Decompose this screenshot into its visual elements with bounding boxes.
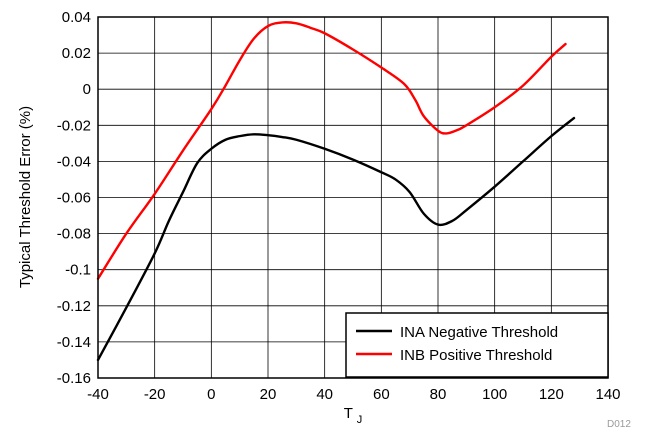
y-tick-label: 0 — [83, 81, 91, 98]
y-axis-title: Typical Threshold Error (%) — [17, 106, 34, 288]
y-tick-label: -0.16 — [57, 370, 91, 387]
x-tick-label: -20 — [144, 386, 166, 403]
y-tick-label: -0.02 — [57, 117, 91, 134]
x-tick-label: 100 — [482, 386, 507, 403]
x-tick-label: 0 — [207, 386, 215, 403]
legend-label-ina: INA Negative Threshold — [400, 324, 558, 341]
x-axis-title: T J — [344, 405, 363, 426]
x-tick-label: 20 — [260, 386, 277, 403]
tick-labels: -40 -20 0 20 40 60 80 100 120 140 0.04 0.02 0 -0.02 -0… — [57, 9, 621, 403]
y-tick-label: 0.02 — [62, 45, 91, 62]
plot-frame — [97, 16, 609, 379]
y-tick-label: 0.04 — [62, 9, 91, 26]
x-tick-label: 120 — [539, 386, 564, 403]
y-tick-label: -0.14 — [57, 334, 91, 351]
x-tick-label: -40 — [87, 386, 109, 403]
y-tick-label: -0.04 — [57, 153, 91, 170]
x-tick-label: 80 — [430, 386, 447, 403]
y-tick-label: -0.1 — [65, 262, 91, 279]
y-tick-label: -0.06 — [57, 190, 91, 207]
figure-code: D012 — [607, 419, 631, 430]
legend-label-inb: INB Positive Threshold — [400, 347, 552, 364]
x-tick-label: 140 — [595, 386, 620, 403]
legend: INA Negative Threshold INB Positive Thre… — [345, 312, 609, 378]
legend-box — [345, 312, 609, 378]
x-axis-title-subscript: J — [357, 414, 363, 426]
x-axis-title-main: T — [344, 405, 353, 422]
y-tick-label: -0.12 — [57, 298, 91, 315]
y-tick-label: -0.08 — [57, 226, 91, 243]
series-line-ina-negative-threshold — [96, 116, 576, 362]
series-line-inb-positive-threshold — [96, 21, 567, 280]
series-lines — [96, 21, 576, 362]
x-tick-label: 40 — [316, 386, 333, 403]
x-tick-label: 60 — [373, 386, 390, 403]
